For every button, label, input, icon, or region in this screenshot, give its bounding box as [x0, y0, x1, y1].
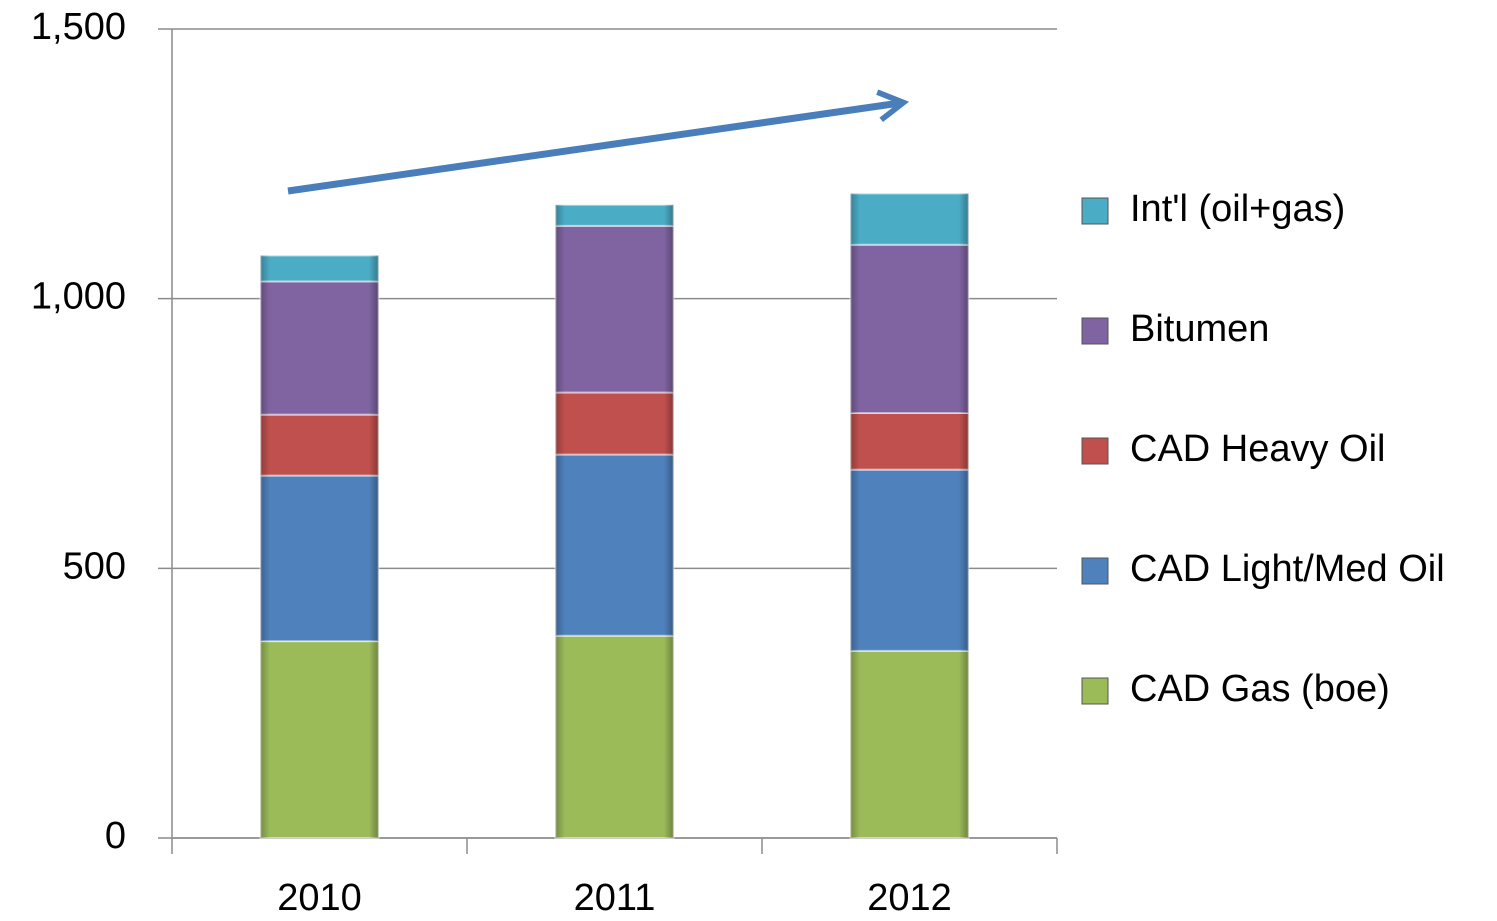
- bar-shade: [555, 392, 674, 455]
- y-tick-label: 1,000: [31, 276, 126, 318]
- legend-swatch: [1081, 557, 1109, 585]
- bar-shade: [555, 454, 674, 636]
- trend-arrow: [287, 89, 910, 195]
- bar-shade: [260, 475, 379, 642]
- bar-shade: [555, 225, 674, 393]
- bar-shade: [850, 193, 969, 245]
- bar-shade: [260, 281, 379, 415]
- bar-shade: [260, 414, 379, 476]
- legend-swatch: [1081, 317, 1109, 345]
- legend-label: Bitumen: [1130, 308, 1269, 350]
- y-tick-label: 500: [63, 545, 126, 587]
- y-tick-label: 0: [105, 815, 126, 857]
- legend-swatch: [1081, 677, 1109, 705]
- legend-label: CAD Light/Med Oil: [1130, 548, 1445, 590]
- legend-label: CAD Gas (boe): [1130, 668, 1390, 710]
- x-tick-label: 2012: [867, 877, 952, 919]
- legend-swatch: [1081, 437, 1109, 465]
- bar-shade: [555, 635, 674, 838]
- legend-label: Int'l (oil+gas): [1130, 188, 1345, 230]
- bar-shade: [850, 650, 969, 838]
- bar-shade: [850, 244, 969, 414]
- x-tick-label: 2010: [277, 877, 362, 919]
- bar-shade: [850, 469, 969, 651]
- legend-label: CAD Heavy Oil: [1130, 428, 1386, 470]
- bar-shade: [260, 255, 379, 282]
- bar-shade: [555, 204, 674, 226]
- y-tick-label: 1,500: [31, 6, 126, 48]
- bar-shade: [260, 641, 379, 838]
- x-tick-label: 2011: [574, 877, 656, 919]
- bar-shade: [850, 413, 969, 470]
- legend-swatch: [1081, 197, 1109, 225]
